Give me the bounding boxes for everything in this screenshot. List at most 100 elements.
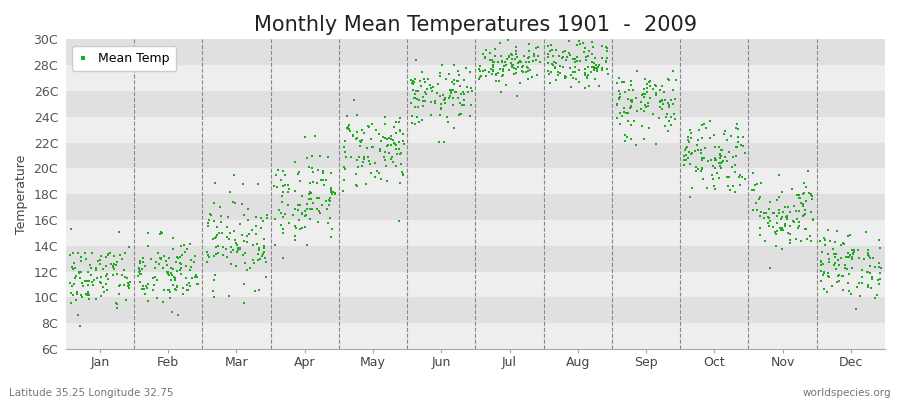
Mean Temp — [478, 54, 492, 61]
Mean Temp — [572, 38, 587, 44]
Mean Temp — [68, 273, 83, 280]
Mean Temp — [689, 168, 704, 174]
Mean Temp — [175, 242, 189, 249]
Mean Temp — [206, 288, 220, 294]
Mean Temp — [846, 250, 860, 256]
Mean Temp — [556, 48, 571, 55]
Mean Temp — [472, 66, 486, 72]
Mean Temp — [220, 234, 234, 240]
Mean Temp — [734, 142, 748, 148]
Mean Temp — [241, 206, 256, 212]
Mean Temp — [753, 179, 768, 186]
Mean Temp — [168, 275, 183, 282]
Mean Temp — [446, 102, 461, 108]
Mean Temp — [135, 266, 149, 273]
Mean Temp — [356, 154, 371, 160]
Bar — [66, 91, 885, 117]
Mean Temp — [634, 106, 648, 112]
Mean Temp — [661, 100, 675, 106]
Mean Temp — [625, 104, 639, 111]
Mean Temp — [135, 286, 149, 292]
Mean Temp — [338, 138, 352, 144]
Mean Temp — [350, 163, 365, 170]
Mean Temp — [380, 136, 394, 142]
Mean Temp — [287, 233, 302, 240]
Mean Temp — [562, 38, 576, 44]
Mean Temp — [349, 136, 364, 142]
Mean Temp — [207, 277, 221, 284]
Mean Temp — [829, 266, 843, 272]
Mean Temp — [814, 278, 828, 284]
Mean Temp — [393, 128, 408, 134]
Mean Temp — [626, 118, 641, 125]
Mean Temp — [564, 72, 579, 78]
Mean Temp — [822, 256, 836, 262]
Mean Temp — [868, 263, 882, 270]
Mean Temp — [543, 48, 557, 54]
Mean Temp — [237, 181, 251, 188]
Mean Temp — [201, 222, 215, 229]
Mean Temp — [712, 174, 726, 181]
Mean Temp — [609, 102, 624, 108]
Mean Temp — [483, 66, 498, 72]
Mean Temp — [704, 157, 718, 164]
Mean Temp — [827, 250, 842, 257]
Mean Temp — [518, 68, 533, 75]
Mean Temp — [854, 280, 868, 286]
Mean Temp — [389, 119, 403, 125]
Mean Temp — [174, 265, 188, 272]
Mean Temp — [183, 240, 197, 247]
Mean Temp — [488, 52, 502, 59]
Mean Temp — [548, 64, 562, 71]
Mean Temp — [355, 137, 369, 144]
Mean Temp — [443, 86, 457, 93]
Mean Temp — [775, 225, 789, 232]
Mean Temp — [393, 127, 408, 134]
Mean Temp — [595, 54, 609, 61]
Mean Temp — [153, 229, 167, 235]
Mean Temp — [734, 173, 749, 180]
Mean Temp — [69, 297, 84, 303]
Mean Temp — [248, 231, 263, 238]
Mean Temp — [132, 264, 147, 271]
Mean Temp — [821, 273, 835, 279]
Mean Temp — [292, 226, 307, 233]
Mean Temp — [505, 62, 519, 68]
Mean Temp — [630, 108, 644, 114]
Mean Temp — [842, 254, 856, 260]
Mean Temp — [752, 196, 766, 202]
Mean Temp — [136, 255, 150, 262]
Mean Temp — [829, 250, 843, 257]
Mean Temp — [757, 215, 771, 221]
Mean Temp — [667, 110, 681, 117]
Mean Temp — [680, 156, 694, 163]
Mean Temp — [570, 54, 584, 60]
Mean Temp — [757, 210, 771, 216]
Mean Temp — [817, 269, 832, 275]
Mean Temp — [246, 256, 260, 263]
Mean Temp — [78, 291, 93, 297]
Mean Temp — [274, 210, 288, 216]
Mean Temp — [112, 282, 126, 289]
Mean Temp — [294, 210, 309, 217]
Mean Temp — [680, 144, 694, 150]
Mean Temp — [712, 160, 726, 166]
Mean Temp — [677, 152, 691, 159]
Mean Temp — [588, 55, 602, 61]
Mean Temp — [259, 274, 274, 280]
Mean Temp — [568, 58, 582, 65]
Mean Temp — [636, 108, 651, 114]
Mean Temp — [96, 289, 111, 295]
Mean Temp — [433, 112, 447, 118]
Mean Temp — [357, 156, 372, 162]
Mean Temp — [783, 240, 797, 246]
Mean Temp — [420, 86, 435, 92]
Mean Temp — [437, 100, 452, 106]
Mean Temp — [325, 226, 339, 233]
Mean Temp — [267, 182, 282, 189]
Mean Temp — [750, 207, 764, 213]
Mean Temp — [210, 224, 224, 230]
Mean Temp — [418, 89, 432, 96]
Mean Temp — [324, 186, 338, 193]
Mean Temp — [421, 76, 436, 83]
